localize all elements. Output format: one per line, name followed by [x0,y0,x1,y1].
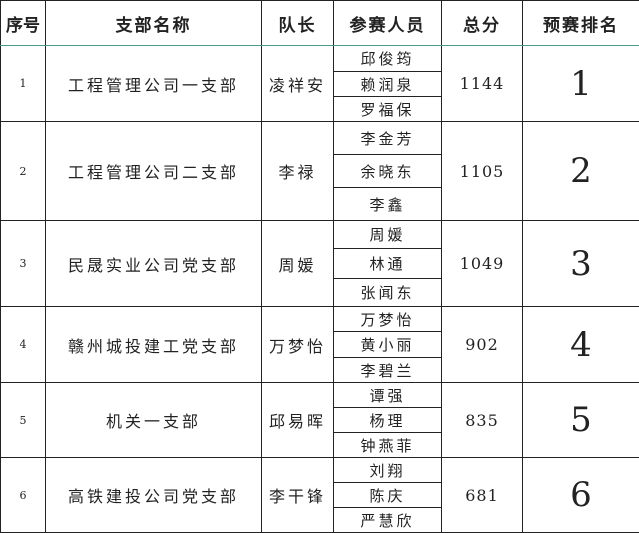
header-captain: 队长 [262,1,334,46]
captain-cell: 万梦怡 [262,307,334,383]
header-members: 参赛人员 [334,1,442,46]
member-cell: 严慧欣 [334,508,442,533]
member-cell: 万梦怡 [334,307,442,332]
captain-cell: 凌祥安 [262,46,334,122]
score-cell: 835 [442,383,523,458]
seq-cell: 6 [1,458,46,533]
seq-cell: 1 [1,46,46,122]
branch-cell: 高铁建投公司党支部 [46,458,262,533]
seq-cell: 4 [1,307,46,383]
member-cell: 张闻东 [334,279,442,307]
member-cell: 钟燕菲 [334,433,442,458]
member-cell: 李鑫 [334,188,442,221]
member-cell: 陈庆 [334,483,442,508]
member-cell: 刘翔 [334,458,442,483]
member-cell: 李碧兰 [334,358,442,383]
seq-cell: 2 [1,122,46,221]
member-cell: 余晓东 [334,155,442,188]
rank-cell: 6 [523,458,639,533]
member-cell: 周媛 [334,221,442,249]
member-cell: 罗福保 [334,97,442,122]
captain-cell: 李干锋 [262,458,334,533]
captain-cell: 邱易晖 [262,383,334,458]
rank-cell: 2 [523,122,639,221]
member-cell: 邱俊筠 [334,46,442,72]
member-cell: 林通 [334,249,442,279]
seq-cell: 3 [1,221,46,307]
captain-cell: 李禄 [262,122,334,221]
branch-cell: 机关一支部 [46,383,262,458]
rank-cell: 4 [523,307,639,383]
member-cell: 赖润泉 [334,72,442,97]
branch-cell: 工程管理公司二支部 [46,122,262,221]
rank-cell: 5 [523,383,639,458]
header-branch: 支部名称 [46,1,262,46]
member-cell: 谭强 [334,383,442,408]
branch-cell: 工程管理公司一支部 [46,46,262,122]
seq-cell: 5 [1,383,46,458]
score-cell: 1105 [442,122,523,221]
member-cell: 杨理 [334,408,442,433]
rank-cell: 1 [523,46,639,122]
header-score: 总分 [442,1,523,46]
branch-cell: 赣州城投建工党支部 [46,307,262,383]
captain-cell: 周媛 [262,221,334,307]
score-cell: 1144 [442,46,523,122]
score-cell: 681 [442,458,523,533]
header-row: 序号 支部名称 队长 参赛人员 总分 预赛排名 [1,1,639,46]
score-cell: 902 [442,307,523,383]
rank-cell: 3 [523,221,639,307]
member-cell: 黄小丽 [334,332,442,358]
header-seq: 序号 [1,1,46,46]
member-cell: 李金芳 [334,122,442,155]
header-rank: 预赛排名 [523,1,639,46]
score-cell: 1049 [442,221,523,307]
branch-cell: 民晟实业公司党支部 [46,221,262,307]
